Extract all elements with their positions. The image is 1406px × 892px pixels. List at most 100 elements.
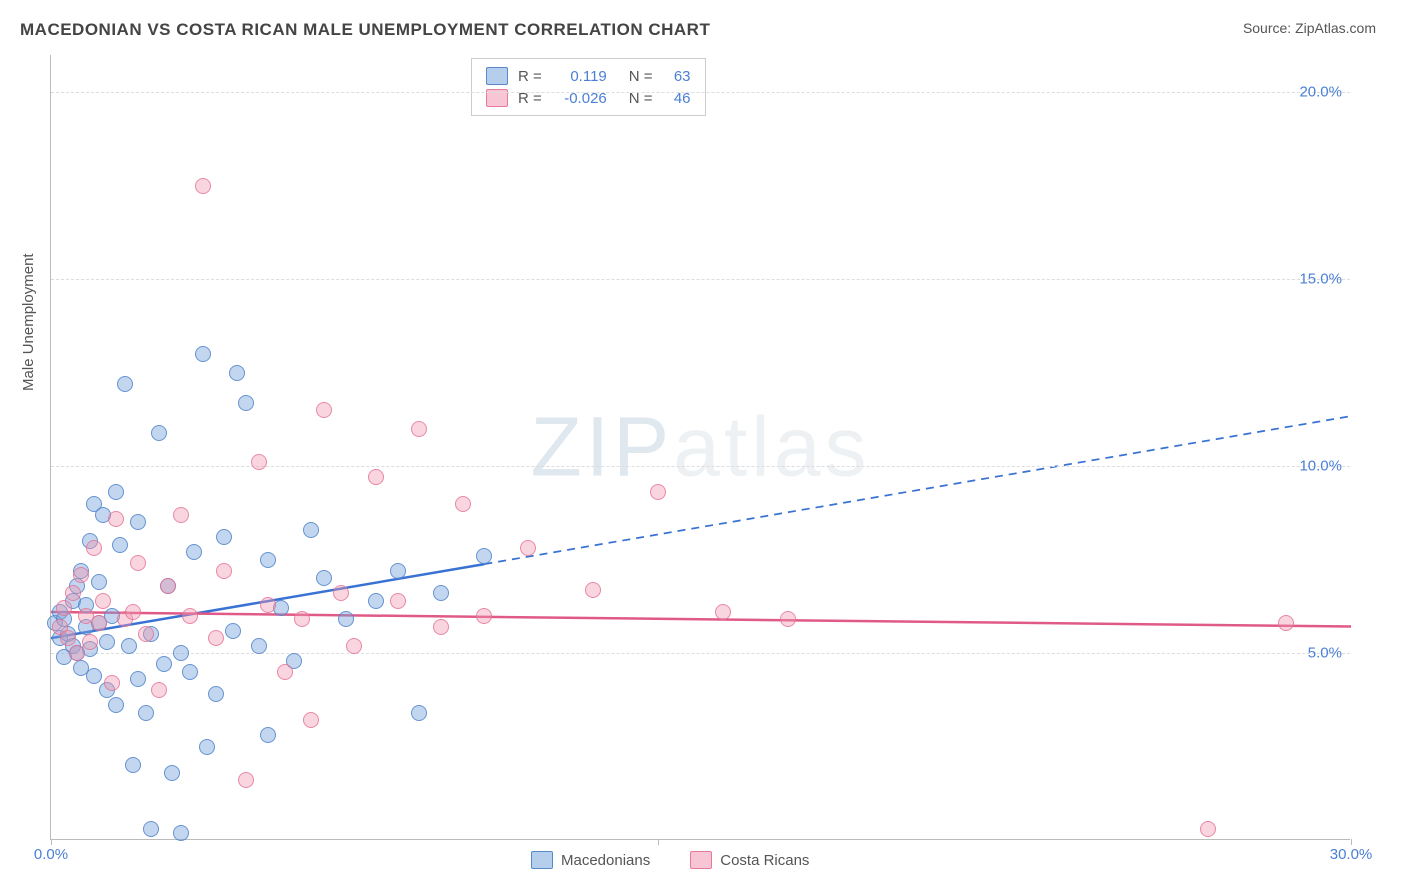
scatter-point [130, 671, 146, 687]
scatter-point [390, 593, 406, 609]
scatter-point [138, 705, 154, 721]
scatter-point [160, 578, 176, 594]
scatter-point [216, 529, 232, 545]
scatter-point [260, 552, 276, 568]
scatter-point [368, 469, 384, 485]
legend-series-item: Macedonians [531, 851, 650, 869]
legend-n-label: N = [629, 68, 653, 85]
scatter-point [91, 615, 107, 631]
scatter-point [112, 537, 128, 553]
scatter-point [476, 608, 492, 624]
x-tick-label: 0.0% [34, 846, 68, 863]
legend-row: R = -0.026N = 46 [486, 87, 691, 109]
y-axis-label: Male Unemployment [20, 253, 37, 391]
legend-series-label: Costa Ricans [720, 852, 809, 869]
scatter-point [780, 611, 796, 627]
gridline [51, 466, 1350, 467]
scatter-point [1200, 821, 1216, 837]
legend-row: R = 0.119 N = 63 [486, 65, 691, 87]
chart-plot-area: ZIPatlas R = 0.119N = 63R = -0.026N = 46… [50, 55, 1350, 840]
scatter-point [108, 697, 124, 713]
scatter-point [715, 604, 731, 620]
scatter-point [182, 664, 198, 680]
scatter-point [303, 522, 319, 538]
scatter-point [251, 454, 267, 470]
scatter-point [411, 705, 427, 721]
scatter-point [411, 421, 427, 437]
legend-r-label: R = [518, 68, 542, 85]
y-tick-label: 10.0% [1299, 458, 1342, 475]
source-credit: Source: ZipAtlas.com [1243, 20, 1376, 36]
scatter-point [164, 765, 180, 781]
scatter-point [238, 772, 254, 788]
scatter-point [86, 540, 102, 556]
scatter-point [338, 611, 354, 627]
scatter-point [138, 626, 154, 642]
gridline [51, 653, 1350, 654]
scatter-point [125, 757, 141, 773]
scatter-point [208, 686, 224, 702]
scatter-point [195, 178, 211, 194]
trendlines-layer [51, 55, 1351, 840]
gridline [51, 92, 1350, 93]
legend-n-value: 63 [663, 68, 691, 85]
chart-title: MACEDONIAN VS COSTA RICAN MALE UNEMPLOYM… [20, 20, 710, 40]
scatter-point [173, 645, 189, 661]
scatter-point [73, 567, 89, 583]
scatter-point [117, 376, 133, 392]
scatter-point [333, 585, 349, 601]
scatter-point [238, 395, 254, 411]
legend-series-item: Costa Ricans [690, 851, 809, 869]
scatter-point [125, 604, 141, 620]
legend-swatch [486, 67, 508, 85]
scatter-point [433, 585, 449, 601]
scatter-point [199, 739, 215, 755]
scatter-point [455, 496, 471, 512]
scatter-point [260, 727, 276, 743]
legend-r-value: 0.119 [552, 68, 607, 85]
scatter-point [151, 682, 167, 698]
scatter-point [208, 630, 224, 646]
scatter-point [143, 821, 159, 837]
scatter-point [585, 582, 601, 598]
legend-swatch [690, 851, 712, 869]
gridline [51, 279, 1350, 280]
scatter-point [182, 608, 198, 624]
scatter-point [368, 593, 384, 609]
scatter-point [173, 507, 189, 523]
trendline-dashed [484, 416, 1351, 564]
legend-correlation-box: R = 0.119 N = 63 R = -0.026N = 46 [471, 58, 706, 116]
x-tick [658, 839, 659, 845]
scatter-point [346, 638, 362, 654]
trendline-solid [51, 612, 1351, 627]
scatter-point [216, 563, 232, 579]
scatter-point [520, 540, 536, 556]
y-tick-label: 20.0% [1299, 84, 1342, 101]
scatter-point [56, 600, 72, 616]
scatter-point [260, 597, 276, 613]
scatter-point [316, 402, 332, 418]
scatter-point [130, 555, 146, 571]
scatter-point [108, 511, 124, 527]
scatter-point [1278, 615, 1294, 631]
scatter-point [390, 563, 406, 579]
scatter-point [91, 574, 107, 590]
scatter-point [316, 570, 332, 586]
scatter-point [121, 638, 137, 654]
x-tick-label: 30.0% [1330, 846, 1373, 863]
scatter-point [277, 664, 293, 680]
y-tick-label: 15.0% [1299, 271, 1342, 288]
scatter-point [99, 634, 115, 650]
scatter-point [82, 634, 98, 650]
x-tick [51, 839, 52, 845]
scatter-point [130, 514, 146, 530]
scatter-point [186, 544, 202, 560]
scatter-point [156, 656, 172, 672]
scatter-point [60, 630, 76, 646]
legend-swatch [531, 851, 553, 869]
legend-series-label: Macedonians [561, 852, 650, 869]
scatter-point [65, 585, 81, 601]
scatter-point [229, 365, 245, 381]
scatter-point [173, 825, 189, 841]
scatter-point [251, 638, 267, 654]
